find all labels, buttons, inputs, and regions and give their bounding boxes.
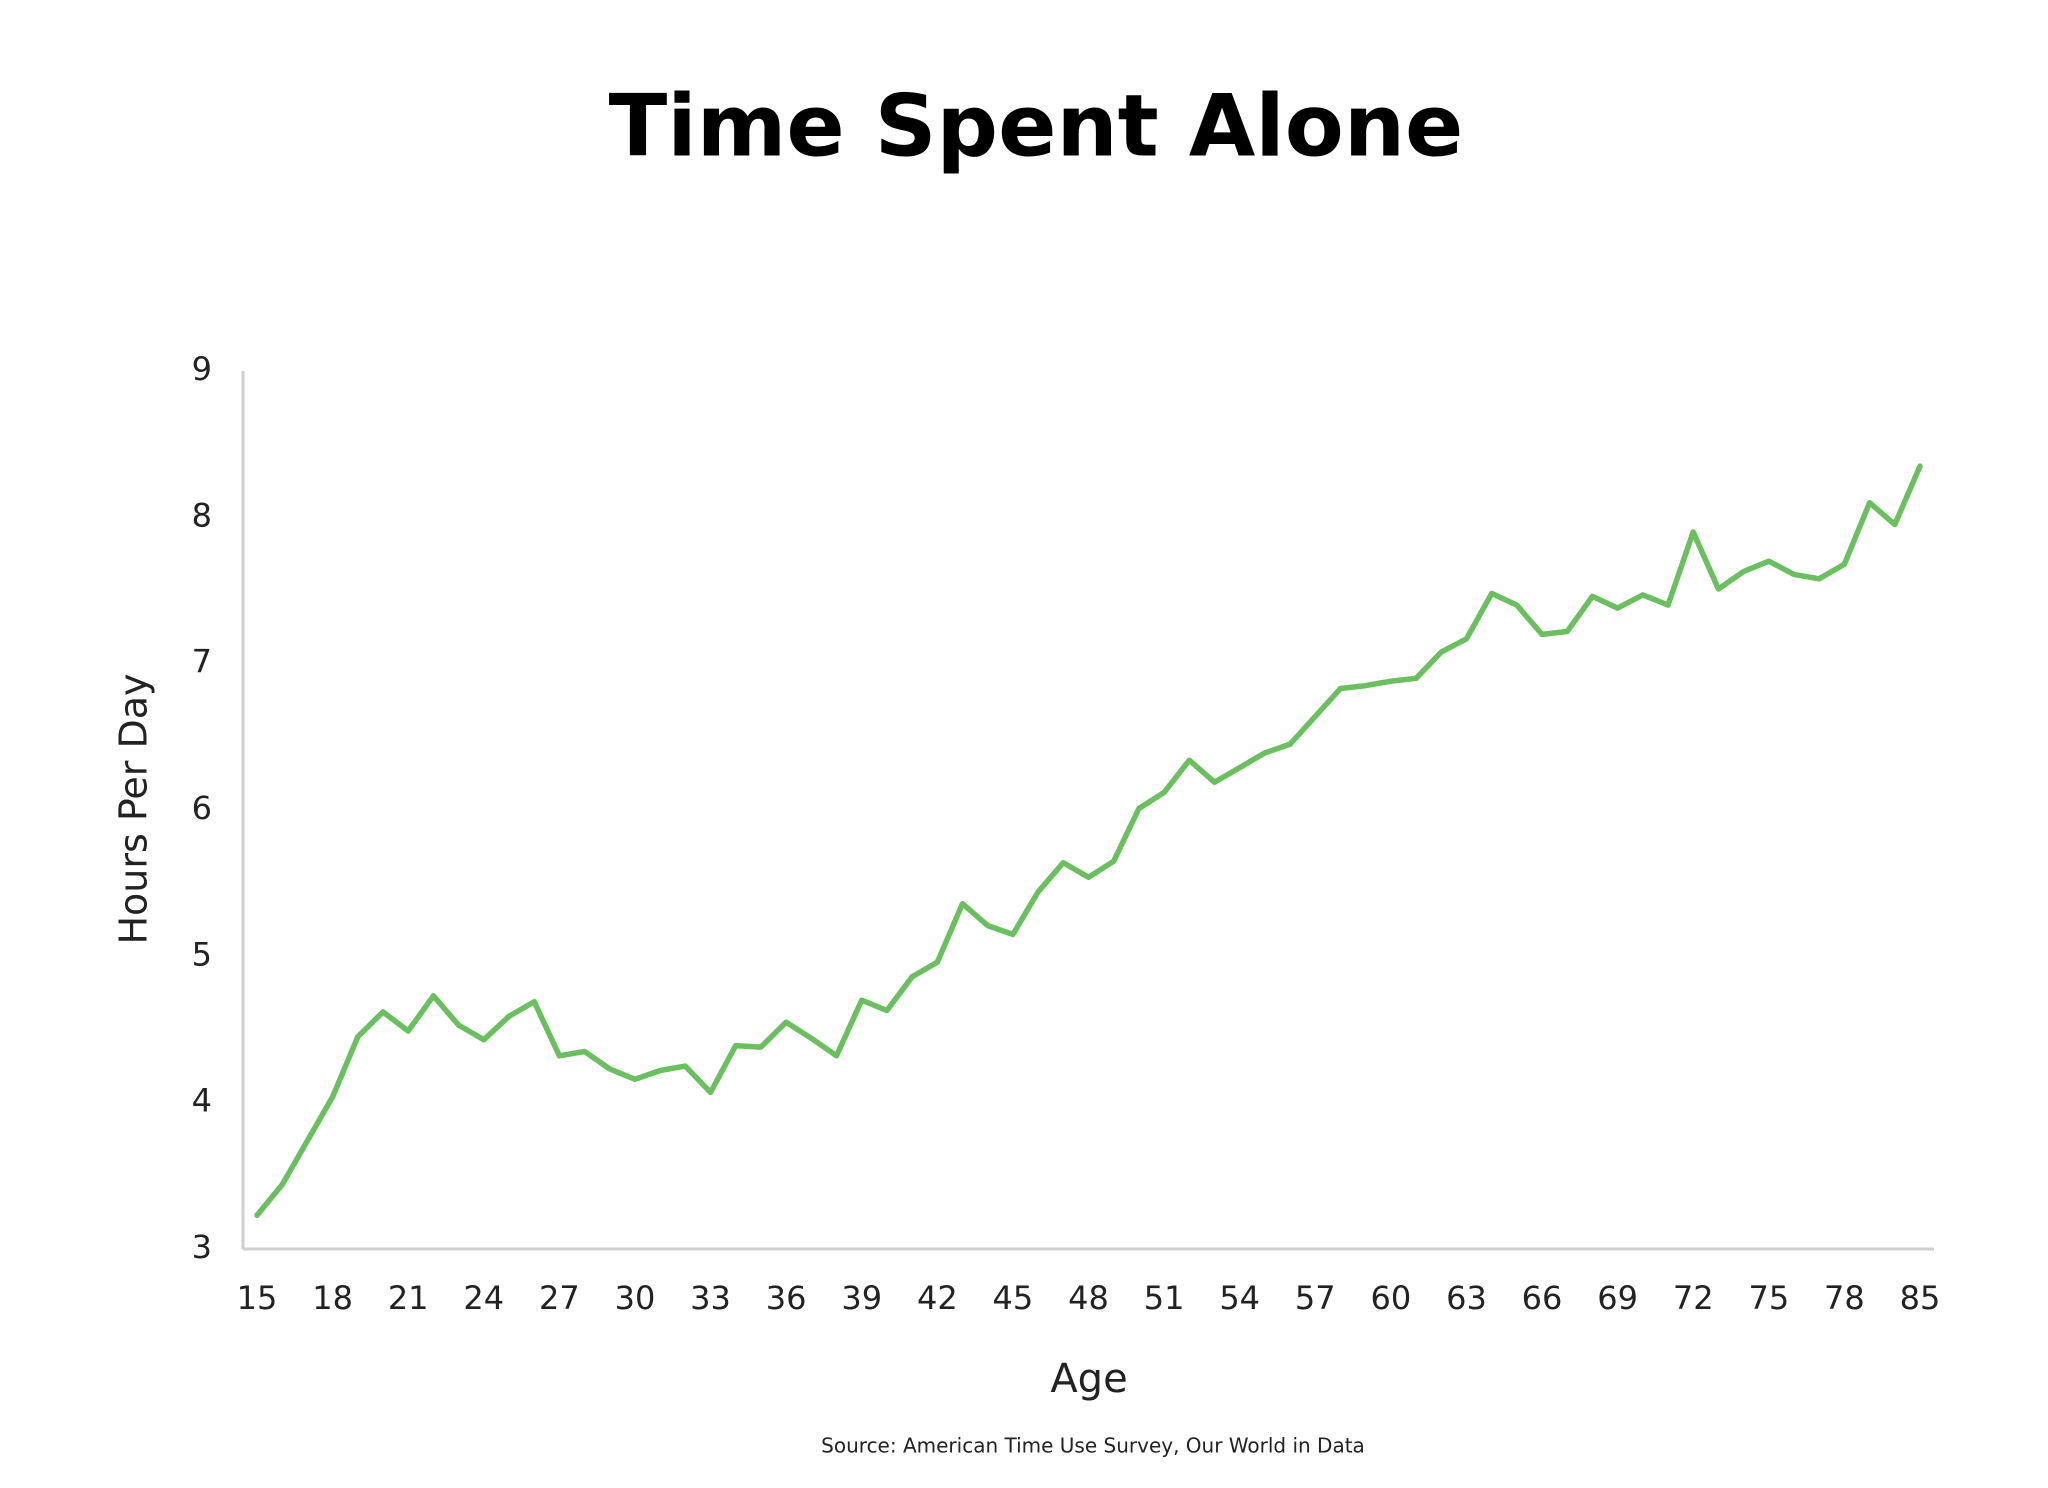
x-tick-label: 51 <box>1144 1279 1185 1317</box>
source-note: Source: American Time Use Survey, Our Wo… <box>821 1434 1365 1458</box>
x-tick-label: 33 <box>690 1279 731 1317</box>
x-tick-label: 18 <box>312 1279 353 1317</box>
y-tick-label: 9 <box>192 350 212 388</box>
x-tick-label: 54 <box>1219 1279 1260 1317</box>
x-tick-label: 66 <box>1522 1279 1563 1317</box>
y-tick-label: 3 <box>192 1228 212 1266</box>
y-tick-label: 6 <box>192 789 212 827</box>
x-tick-label: 85 <box>1900 1279 1941 1317</box>
x-tick-label: 48 <box>1068 1279 1109 1317</box>
y-tick-label: 7 <box>192 643 212 681</box>
x-tick-label: 24 <box>463 1279 504 1317</box>
x-tick-label: 63 <box>1446 1279 1487 1317</box>
x-tick-label: 75 <box>1748 1279 1789 1317</box>
x-tick-label: 60 <box>1371 1279 1412 1317</box>
y-tick-label: 4 <box>192 1082 212 1120</box>
y-tick-label: 8 <box>192 496 212 534</box>
x-axis-title: Age <box>1050 1356 1127 1402</box>
x-tick-label: 36 <box>766 1279 807 1317</box>
x-tick-label: 78 <box>1824 1279 1865 1317</box>
data-line <box>254 463 1923 1219</box>
x-tick-label: 69 <box>1597 1279 1638 1317</box>
x-tick-label: 30 <box>615 1279 656 1317</box>
x-tick-label: 27 <box>539 1279 580 1317</box>
x-tick-label: 57 <box>1295 1279 1336 1317</box>
x-tick-label: 45 <box>993 1279 1034 1317</box>
y-axis-title: Hours Per Day <box>112 673 156 944</box>
x-tick-label: 72 <box>1673 1279 1714 1317</box>
y-tick-label: 5 <box>192 935 212 973</box>
x-tick-label: 42 <box>917 1279 958 1317</box>
x-tick-label: 39 <box>841 1279 882 1317</box>
x-tick-label: 21 <box>388 1279 429 1317</box>
chart-title: Time Spent Alone <box>609 76 1464 176</box>
x-tick-label: 15 <box>237 1279 278 1317</box>
